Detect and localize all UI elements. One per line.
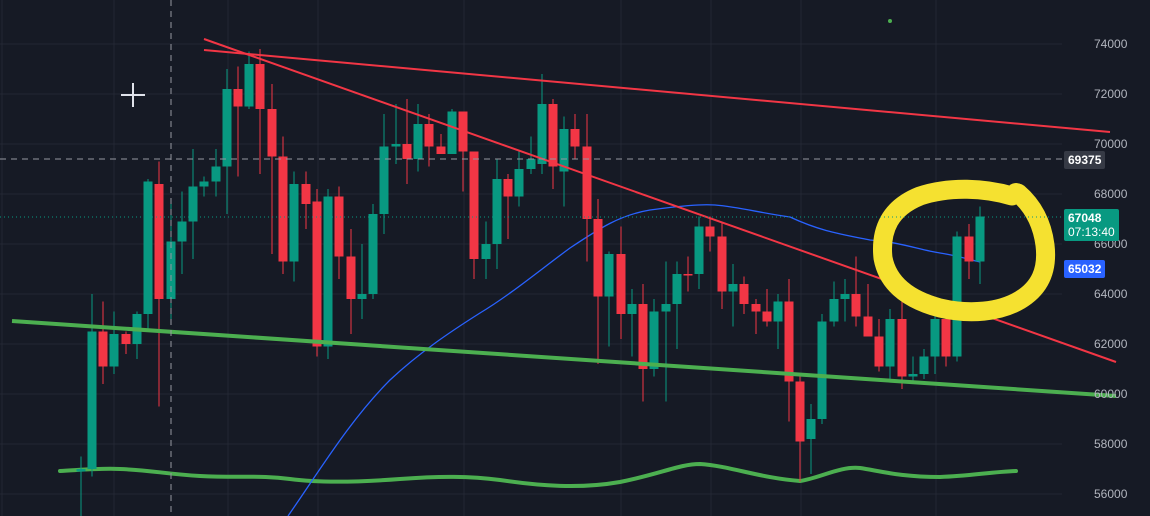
candle[interactable]	[840, 279, 850, 322]
price-axis-label: 56000	[1094, 487, 1128, 501]
candle[interactable]	[469, 151, 479, 280]
price-axis-label: 64000	[1094, 287, 1128, 301]
candle[interactable]	[897, 296, 907, 390]
price-axis-label: 60000	[1094, 387, 1128, 401]
candle[interactable]	[975, 206, 985, 285]
candle[interactable]	[863, 284, 873, 337]
candle[interactable]	[829, 281, 839, 327]
candle[interactable]	[672, 261, 682, 350]
candle[interactable]	[762, 289, 772, 327]
price-axis-label: 72000	[1094, 87, 1128, 101]
candle[interactable]	[211, 149, 221, 197]
candle[interactable]	[593, 199, 603, 364]
candle[interactable]	[222, 69, 232, 214]
candle[interactable]	[952, 231, 962, 362]
candle[interactable]	[874, 319, 884, 372]
candle[interactable]	[604, 251, 614, 347]
candle[interactable]	[795, 376, 805, 482]
price-axis-label: 58000	[1094, 437, 1128, 451]
candle[interactable]	[278, 136, 288, 275]
candle[interactable]	[851, 256, 861, 327]
candle[interactable]	[177, 191, 187, 275]
bar-countdown: 07:13:40	[1068, 225, 1115, 239]
last-price-value: 67048	[1068, 211, 1102, 225]
candle[interactable]	[424, 114, 434, 167]
candle[interactable]	[627, 289, 637, 357]
upper-trendline[interactable]	[203, 49, 1111, 133]
candle[interactable]	[548, 99, 558, 189]
candle[interactable]	[312, 189, 322, 357]
candle[interactable]	[447, 109, 457, 154]
candle[interactable]	[784, 279, 794, 422]
candle[interactable]	[301, 171, 311, 230]
last-price-tag: 67048 07:13:40	[1064, 209, 1119, 241]
candle[interactable]	[817, 314, 827, 424]
candle[interactable]	[379, 114, 389, 234]
candle[interactable]	[154, 161, 164, 407]
candle[interactable]	[346, 229, 356, 334]
candle[interactable]	[436, 134, 446, 154]
candle[interactable]	[481, 221, 491, 280]
candle[interactable]	[109, 311, 119, 375]
candle[interactable]	[717, 221, 727, 310]
candle[interactable]	[616, 226, 626, 340]
candle[interactable]	[705, 216, 715, 252]
candle[interactable]	[76, 456, 86, 516]
candle[interactable]	[570, 114, 580, 159]
candle[interactable]	[638, 284, 648, 402]
candle[interactable]	[121, 331, 131, 355]
candle[interactable]	[773, 294, 783, 349]
candle[interactable]	[728, 264, 738, 327]
candle[interactable]	[357, 244, 367, 319]
moving-average-tag: 65032	[1064, 260, 1106, 278]
candle[interactable]	[323, 189, 333, 359]
signal-dot	[888, 19, 892, 23]
grid-lines	[0, 0, 1062, 516]
indicator-curve	[58, 461, 1018, 489]
candle[interactable]	[806, 404, 816, 474]
candle[interactable]	[391, 104, 401, 164]
price-axis-label: 62000	[1094, 337, 1128, 351]
candle[interactable]	[930, 309, 940, 374]
candle[interactable]	[233, 66, 243, 177]
price-axis-label: 70000	[1094, 137, 1128, 151]
price-axis-label: 74000	[1094, 37, 1128, 51]
candle[interactable]	[514, 151, 524, 207]
candle[interactable]	[199, 176, 209, 197]
candle[interactable]	[964, 224, 974, 279]
candle[interactable]	[582, 114, 592, 262]
candle[interactable]	[334, 186, 344, 280]
candle[interactable]	[908, 356, 918, 382]
candle[interactable]	[87, 294, 97, 477]
candle[interactable]	[751, 299, 761, 334]
candle[interactable]	[188, 149, 198, 259]
candle[interactable]	[739, 276, 749, 315]
candle[interactable]	[885, 309, 895, 379]
candle[interactable]	[402, 99, 412, 184]
candle[interactable]	[941, 316, 951, 367]
candle[interactable]	[368, 204, 378, 299]
candle[interactable]	[537, 74, 547, 174]
candle[interactable]	[244, 51, 254, 110]
candle[interactable]	[289, 171, 299, 282]
crosshair-price-tag: 69375	[1064, 151, 1106, 169]
support-trendline[interactable]	[11, 319, 1117, 398]
highlight-circle[interactable]	[873, 179, 1056, 322]
candle[interactable]	[98, 301, 108, 385]
candle[interactable]	[503, 174, 513, 239]
candle[interactable]	[559, 116, 569, 207]
candle[interactable]	[255, 49, 265, 174]
candle[interactable]	[267, 84, 277, 254]
candle[interactable]	[492, 159, 502, 269]
price-axis-label: 68000	[1094, 187, 1128, 201]
candle[interactable]	[661, 261, 671, 402]
candle[interactable]	[919, 349, 929, 379]
highlight-circle-tip	[1006, 183, 1026, 203]
candle[interactable]	[143, 179, 153, 332]
candle[interactable]	[694, 216, 704, 290]
crosshair-cursor-icon	[121, 83, 145, 107]
candle[interactable]	[683, 256, 693, 292]
